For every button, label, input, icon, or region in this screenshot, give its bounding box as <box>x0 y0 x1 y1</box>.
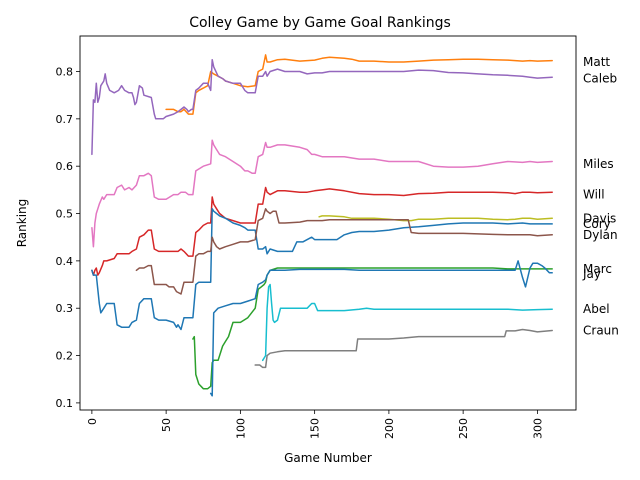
x-tick-label: 150 <box>309 418 322 439</box>
x-tick-label: 100 <box>234 418 247 439</box>
x-tick-label: 300 <box>531 418 544 439</box>
x-tick-label: 200 <box>383 418 396 439</box>
series-label-dylan: Dylan <box>583 228 618 242</box>
series-label-miles: Miles <box>583 157 614 171</box>
y-tick-label: 0.7 <box>56 113 74 126</box>
x-axis-label: Game Number <box>284 451 372 465</box>
plot-frame <box>79 35 577 411</box>
series-line-caleb <box>91 58 553 156</box>
series-label-cory: Cory <box>583 217 611 231</box>
series-line-miles <box>91 139 553 248</box>
series-line-craun <box>254 328 553 369</box>
series-line-abel <box>261 283 553 362</box>
series-label-caleb: Caleb <box>583 72 617 86</box>
x-tick-label: 50 <box>160 418 173 432</box>
y-tick-label: 0.3 <box>56 302 74 315</box>
y-tick-label: 0.4 <box>56 255 74 268</box>
series-line-jay <box>209 260 553 397</box>
series-line-davis <box>318 215 553 222</box>
x-tick-label: 0 <box>86 418 99 425</box>
series-label-will: Will <box>583 188 605 202</box>
series-label-matt: Matt <box>583 55 610 69</box>
y-tick-label: 0.2 <box>56 350 74 363</box>
series-label-abel: Abel <box>583 302 610 316</box>
y-axis-label: Ranking <box>15 199 29 248</box>
series-label-jay: Jay <box>582 267 601 281</box>
series-label-marc: Marc <box>583 262 612 276</box>
series-line-matt <box>165 54 553 115</box>
chart-title: Colley Game by Game Goal Rankings <box>189 15 451 31</box>
series-line-dylan <box>135 208 553 295</box>
y-tick-label: 0.1 <box>56 397 74 410</box>
axis-layer: 0 50 100 150 200 250 300 0.1 0.2 0.3 0.4 0.5 0.6 0.7 0… <box>56 66 545 439</box>
series-line-cory <box>91 208 553 331</box>
x-tick-label: 250 <box>457 418 470 439</box>
series-label-davis: Davis <box>583 211 616 225</box>
series-layer <box>91 54 553 397</box>
y-tick-label: 0.6 <box>56 160 74 173</box>
series-line-will <box>91 186 553 276</box>
y-tick-label: 0.5 <box>56 208 74 221</box>
y-tick-label: 0.8 <box>56 66 74 79</box>
series-label-craun: Craun <box>583 323 619 337</box>
